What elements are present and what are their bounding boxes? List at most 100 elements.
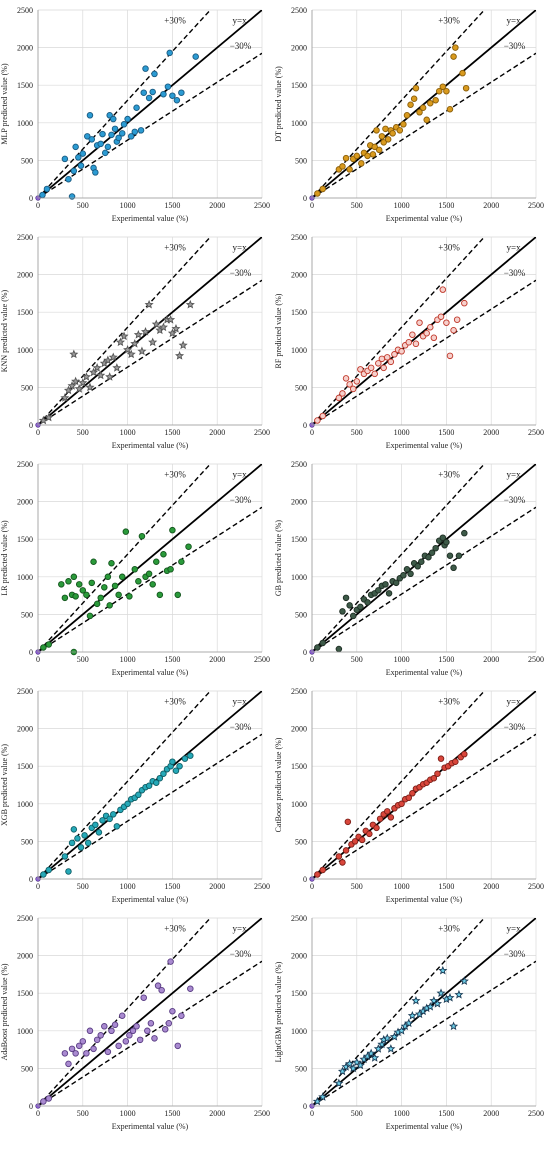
y-tick-label: 0 bbox=[29, 875, 33, 884]
data-point bbox=[110, 811, 117, 818]
y-tick-label: 2000 bbox=[17, 44, 33, 53]
data-point bbox=[85, 382, 95, 392]
x-tick-label: 2500 bbox=[254, 1109, 270, 1118]
lower-30-line bbox=[312, 52, 536, 198]
data-point bbox=[185, 299, 195, 309]
data-point bbox=[314, 871, 321, 878]
y-tick-label: 1000 bbox=[17, 573, 33, 582]
data-point bbox=[173, 96, 181, 104]
x-tick-label: 1000 bbox=[120, 201, 136, 210]
identity-line bbox=[38, 10, 262, 198]
scatter-chart: 0 500 1000 1500 2000 2500 0 500 1000 1500 2000 2500… bbox=[0, 914, 270, 1131]
data-point bbox=[104, 573, 112, 581]
upper-bound-label: +30% bbox=[164, 697, 186, 707]
identity-label: y=x bbox=[233, 16, 248, 26]
data-point bbox=[99, 130, 106, 138]
data-point bbox=[461, 750, 468, 758]
data-point bbox=[382, 125, 389, 133]
upper-30-line bbox=[38, 918, 211, 1106]
data-point bbox=[178, 558, 185, 566]
data-point bbox=[312, 1096, 322, 1106]
x-tick-label: 2500 bbox=[254, 655, 270, 664]
x-axis-label: Experimental value (%) bbox=[386, 668, 463, 677]
data-point bbox=[357, 366, 364, 373]
data-point bbox=[138, 532, 146, 540]
data-point bbox=[452, 44, 459, 51]
data-point bbox=[145, 570, 153, 578]
y-tick-label: 1500 bbox=[17, 308, 33, 317]
data-point bbox=[115, 134, 122, 142]
data-point bbox=[110, 115, 117, 123]
data-point bbox=[387, 358, 395, 366]
x-tick-label: 500 bbox=[77, 428, 89, 437]
y-tick-label: 2500 bbox=[17, 687, 33, 696]
identity-label: y=x bbox=[233, 924, 248, 934]
chart-panel-6: 0 500 1000 1500 2000 2500 0 500 1000 1500 2000 2500… bbox=[274, 456, 544, 682]
y-axis-label: XGB predicted value (%) bbox=[0, 744, 9, 826]
x-tick-label: 1500 bbox=[438, 1109, 454, 1118]
scatter-chart: 0 500 1000 1500 2000 2500 0 500 1000 1500 2000 2500… bbox=[274, 914, 544, 1131]
data-point bbox=[432, 544, 439, 552]
y-tick-label: 2500 bbox=[291, 914, 307, 923]
data-point bbox=[427, 323, 434, 331]
data-point bbox=[416, 319, 423, 326]
x-tick-label: 500 bbox=[351, 882, 363, 891]
data-point bbox=[84, 133, 91, 140]
reference-lines bbox=[38, 918, 262, 1106]
data-point bbox=[92, 363, 102, 372]
data-point bbox=[148, 337, 158, 347]
data-point bbox=[156, 591, 164, 599]
data-point bbox=[453, 316, 461, 323]
upper-30-line bbox=[312, 918, 485, 1106]
data-point bbox=[342, 154, 350, 162]
data-point bbox=[167, 958, 174, 965]
data-point bbox=[373, 127, 380, 134]
lower-bound-label: −30% bbox=[230, 949, 252, 959]
data-point bbox=[437, 755, 445, 762]
x-tick-label: 0 bbox=[36, 1109, 40, 1118]
data-point bbox=[154, 982, 162, 989]
data-point bbox=[105, 372, 115, 381]
x-tick-label: 1000 bbox=[120, 1109, 136, 1118]
data-point bbox=[319, 866, 327, 874]
data-point bbox=[389, 1032, 399, 1041]
data-points bbox=[309, 965, 469, 1109]
data-point bbox=[398, 348, 405, 355]
data-point bbox=[61, 853, 69, 860]
data-point bbox=[115, 337, 125, 347]
y-tick-label: 1500 bbox=[17, 762, 33, 771]
data-point bbox=[434, 770, 441, 777]
data-points bbox=[309, 44, 470, 201]
data-point bbox=[68, 839, 76, 847]
data-point bbox=[69, 349, 79, 359]
data-point bbox=[101, 149, 109, 157]
reference-lines bbox=[38, 464, 262, 652]
y-tick-label: 2000 bbox=[291, 271, 307, 280]
data-point bbox=[446, 552, 454, 559]
chart-panel-4: 0 500 1000 1500 2000 2500 0 500 1000 1500 2000 2500… bbox=[274, 229, 544, 455]
data-point bbox=[375, 360, 382, 367]
data-point bbox=[43, 185, 51, 193]
data-point bbox=[131, 566, 139, 573]
data-point bbox=[385, 590, 393, 597]
data-point bbox=[410, 95, 418, 102]
data-point bbox=[60, 393, 70, 402]
data-point bbox=[137, 127, 145, 134]
data-point bbox=[61, 155, 69, 163]
y-tick-label: 500 bbox=[295, 156, 307, 165]
upper-30-line bbox=[312, 464, 485, 652]
data-point bbox=[380, 139, 387, 146]
lower-bound-label: −30% bbox=[230, 41, 252, 51]
data-point bbox=[175, 351, 185, 360]
data-point bbox=[130, 339, 140, 348]
x-tick-label: 1500 bbox=[438, 882, 454, 891]
upper-30-line bbox=[38, 691, 211, 879]
y-axis-label: KNN predicted value (%) bbox=[0, 289, 9, 372]
data-point bbox=[439, 286, 447, 293]
y-tick-label: 1000 bbox=[291, 346, 307, 355]
data-point bbox=[58, 581, 65, 588]
data-point bbox=[115, 1042, 122, 1050]
data-point bbox=[455, 552, 463, 559]
identity-line bbox=[38, 918, 262, 1106]
